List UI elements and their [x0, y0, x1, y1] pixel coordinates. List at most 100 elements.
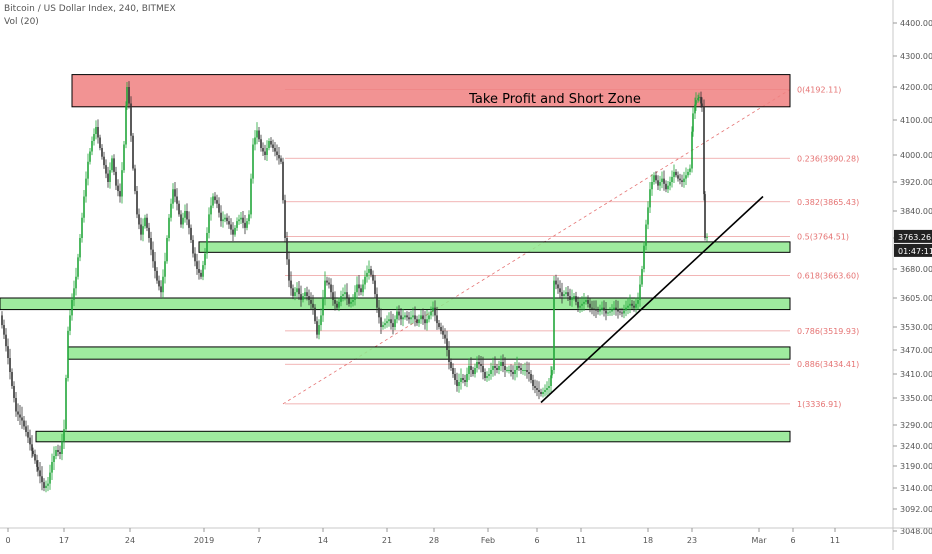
- candle-body: [506, 370, 508, 371]
- candle-body: [150, 238, 152, 250]
- candle-body: [11, 372, 13, 386]
- candle-body: [32, 450, 34, 454]
- candle-body: [336, 303, 338, 308]
- candle-body: [346, 292, 348, 298]
- candle-body: [258, 130, 260, 140]
- candle-body: [683, 178, 685, 182]
- candle-body: [274, 148, 276, 152]
- candle-body: [661, 178, 663, 182]
- resistance-zone: [71, 74, 791, 108]
- zone-annotation: Take Profit and Short Zone: [468, 92, 641, 107]
- candle-body: [232, 229, 234, 235]
- candle-body: [200, 272, 202, 277]
- y-tick-label: 3920.00: [900, 178, 932, 187]
- candle-body: [651, 182, 653, 190]
- candle-body: [524, 370, 526, 371]
- candle-body: [603, 307, 605, 311]
- candle-body: [462, 378, 464, 380]
- candle-body: [272, 144, 274, 148]
- candle-body: [482, 366, 484, 372]
- candle-body: [280, 158, 282, 162]
- candle-body: [41, 476, 43, 483]
- candle-body: [526, 370, 528, 372]
- candle-body: [99, 137, 101, 148]
- candle-body: [633, 305, 635, 308]
- candle-body: [81, 217, 83, 238]
- candle-body: [692, 113, 694, 132]
- y-tick-label: 4100.00: [900, 116, 932, 125]
- candle-body: [508, 370, 510, 371]
- candle-body: [332, 292, 334, 300]
- candle-body: [637, 299, 639, 304]
- candle-body: [348, 298, 350, 304]
- candle-body: [314, 307, 316, 322]
- candle-body: [31, 444, 33, 451]
- candle-body: [282, 161, 284, 201]
- candle-body: [599, 309, 601, 312]
- candle-body: [21, 417, 23, 421]
- candle-body: [214, 196, 216, 201]
- candle-body: [334, 299, 336, 304]
- candle-body: [9, 358, 11, 372]
- candle-body: [408, 317, 410, 320]
- candle-body: [302, 296, 304, 300]
- candle-body: [414, 315, 416, 320]
- candle-body: [95, 127, 97, 134]
- candle-body: [242, 217, 244, 223]
- candle-body: [496, 368, 498, 370]
- candle-body: [298, 288, 300, 295]
- candle-body: [67, 330, 69, 378]
- candle-body: [575, 296, 577, 302]
- candle-body: [184, 211, 186, 218]
- candle-body: [290, 280, 292, 289]
- x-tick-label: 14: [318, 536, 328, 545]
- candle-body: [587, 299, 589, 304]
- candle-body: [174, 189, 176, 197]
- y-tick-label: 3350.00: [900, 394, 932, 403]
- candle-body: [384, 323, 386, 326]
- candle-body: [71, 299, 73, 316]
- candle-body: [224, 217, 226, 220]
- candle-body: [520, 368, 522, 370]
- candle-body: [170, 203, 172, 218]
- candle-body: [358, 284, 360, 289]
- candle-body: [166, 238, 168, 262]
- candle-body: [206, 232, 208, 254]
- candle-body: [216, 200, 218, 204]
- candle-body: [460, 378, 462, 382]
- candle-body: [657, 180, 659, 186]
- candle-body: [132, 135, 134, 169]
- candle-body: [352, 299, 354, 302]
- y-tick-label: 3530.00: [900, 323, 932, 332]
- candle-body: [380, 317, 382, 327]
- candle-body: [607, 312, 609, 314]
- candle-body: [488, 374, 490, 376]
- y-tick-label: 3470.00: [900, 346, 932, 355]
- candle-body: [91, 141, 93, 152]
- candle-body: [89, 151, 91, 162]
- candle-body: [162, 276, 164, 293]
- candle-body: [655, 175, 657, 181]
- candle-body: [364, 276, 366, 285]
- candle-body: [504, 366, 506, 370]
- candle-body: [276, 151, 278, 155]
- candle-body: [79, 238, 81, 258]
- candle-body: [567, 292, 569, 297]
- candle-body: [296, 288, 298, 293]
- candle-body: [164, 261, 166, 277]
- candle-body: [222, 219, 224, 222]
- candle-body: [615, 307, 617, 310]
- candle-body: [354, 292, 356, 300]
- candle-body: [53, 456, 55, 462]
- candle-body: [430, 311, 432, 316]
- candle-body: [13, 386, 15, 398]
- candle-body: [679, 178, 681, 181]
- candle-body: [326, 280, 328, 283]
- x-tick-label: 11: [830, 536, 840, 545]
- candle-body: [244, 222, 246, 228]
- candle-body: [625, 307, 627, 311]
- candle-body: [444, 334, 446, 339]
- candle-body: [230, 224, 232, 230]
- candle-body: [288, 259, 290, 281]
